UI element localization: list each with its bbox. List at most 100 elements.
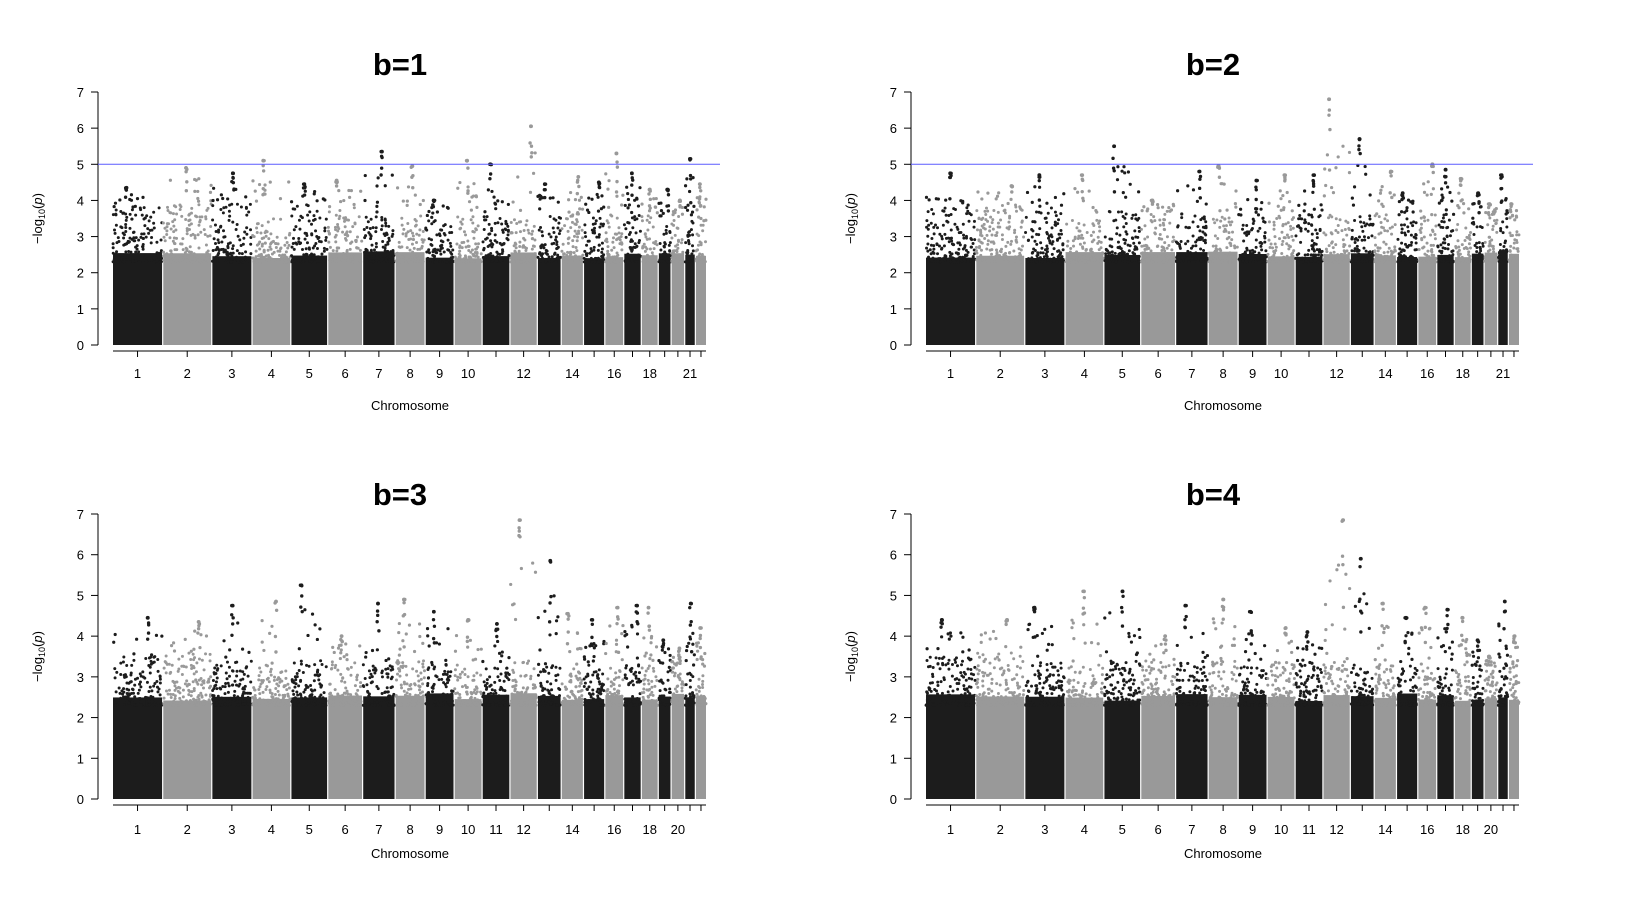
- snp-point: [1443, 181, 1448, 185]
- snp-point: [237, 251, 241, 255]
- snp-point: [604, 239, 608, 243]
- snp-point: [1356, 256, 1360, 260]
- snp-point: [201, 686, 205, 690]
- x-tick-label: 5: [306, 366, 313, 381]
- snp-point: [1363, 256, 1367, 260]
- snp-point: [1053, 220, 1057, 224]
- snp-point: [169, 643, 174, 648]
- snp-point: [183, 682, 187, 686]
- snp-point: [122, 236, 126, 240]
- snp-point: [637, 213, 641, 217]
- snp-point: [678, 205, 682, 209]
- snp-point: [154, 633, 159, 637]
- snp-point: [575, 191, 580, 196]
- snp-point: [645, 218, 649, 222]
- snp-point: [334, 228, 338, 232]
- snp-point: [409, 229, 413, 233]
- snp-point: [138, 680, 142, 684]
- snp-point: [1193, 214, 1197, 218]
- snp-point: [1151, 254, 1155, 258]
- snp-point: [955, 251, 959, 255]
- snp-point: [1301, 260, 1305, 264]
- snp-point: [1426, 260, 1430, 264]
- snp-point: [1392, 193, 1396, 197]
- snp-point: [416, 253, 420, 257]
- snp-point: [196, 189, 200, 194]
- point-block: [1508, 253, 1519, 345]
- snp-point: [1370, 234, 1374, 238]
- snp-point: [204, 217, 208, 221]
- snp-point: [1380, 185, 1384, 189]
- snp-point: [1267, 220, 1271, 224]
- snp-point: [1199, 247, 1203, 251]
- snp-point: [1110, 245, 1114, 249]
- snp-point: [1460, 255, 1464, 259]
- snp-point: [162, 666, 166, 670]
- snp-point: [941, 223, 945, 227]
- snp-point: [701, 229, 705, 233]
- snp-point: [471, 252, 475, 256]
- snp-point: [1287, 247, 1291, 251]
- snp-point: [1105, 248, 1109, 252]
- snp-point: [1359, 220, 1363, 224]
- snp-point: [983, 209, 987, 213]
- snp-point: [1319, 250, 1323, 254]
- snp-point: [604, 172, 608, 176]
- snp-point: [136, 703, 140, 707]
- snp-point: [1268, 259, 1272, 263]
- snp-point: [1048, 239, 1052, 243]
- snp-point: [511, 256, 515, 260]
- snp-point: [1287, 235, 1291, 239]
- snp-point: [476, 224, 480, 228]
- snp-point: [221, 211, 225, 215]
- x-tick-label: 16: [607, 366, 621, 381]
- snp-point: [475, 251, 479, 255]
- snp-point: [1348, 244, 1352, 248]
- snp-point: [193, 177, 197, 182]
- snp-point: [1203, 241, 1207, 245]
- snp-point: [159, 249, 163, 253]
- snp-point: [481, 255, 485, 259]
- snp-point: [413, 224, 417, 228]
- point-block: [1025, 257, 1065, 345]
- snp-point: [1120, 249, 1124, 253]
- snp-point: [1057, 253, 1061, 257]
- snp-point: [1456, 204, 1460, 208]
- snp-point: [672, 219, 676, 223]
- snp-point: [1035, 210, 1039, 214]
- snp-point: [1180, 216, 1184, 220]
- snp-point: [384, 257, 388, 261]
- snp-point: [1162, 223, 1166, 227]
- snp-point: [1324, 233, 1328, 237]
- point-block: [1238, 253, 1267, 345]
- snp-point: [472, 236, 476, 240]
- snp-point: [1382, 251, 1386, 255]
- snp-point: [374, 226, 378, 230]
- snp-point: [972, 252, 976, 256]
- snp-point: [1371, 222, 1375, 226]
- point-block: [1104, 254, 1141, 345]
- snp-point: [1381, 257, 1385, 261]
- snp-point: [132, 652, 136, 656]
- snp-point: [1146, 235, 1150, 239]
- snp-point: [197, 678, 201, 682]
- snp-point: [1431, 187, 1435, 191]
- snp-point: [341, 251, 345, 255]
- snp-point: [165, 252, 169, 256]
- snp-point: [184, 188, 189, 193]
- snp-point: [517, 220, 521, 224]
- snp-point: [246, 695, 250, 699]
- top-hit-point: [528, 124, 533, 129]
- snp-point: [471, 194, 476, 198]
- snp-point: [113, 676, 117, 680]
- snp-point: [1350, 249, 1354, 253]
- snp-point: [1289, 257, 1293, 261]
- point-block: [363, 251, 395, 345]
- snp-point: [493, 221, 497, 225]
- snp-point: [365, 258, 369, 262]
- snp-point: [1196, 225, 1200, 229]
- y-axis-label: −log10(p): [843, 193, 860, 244]
- snp-point: [1251, 221, 1255, 225]
- snp-point: [231, 175, 235, 180]
